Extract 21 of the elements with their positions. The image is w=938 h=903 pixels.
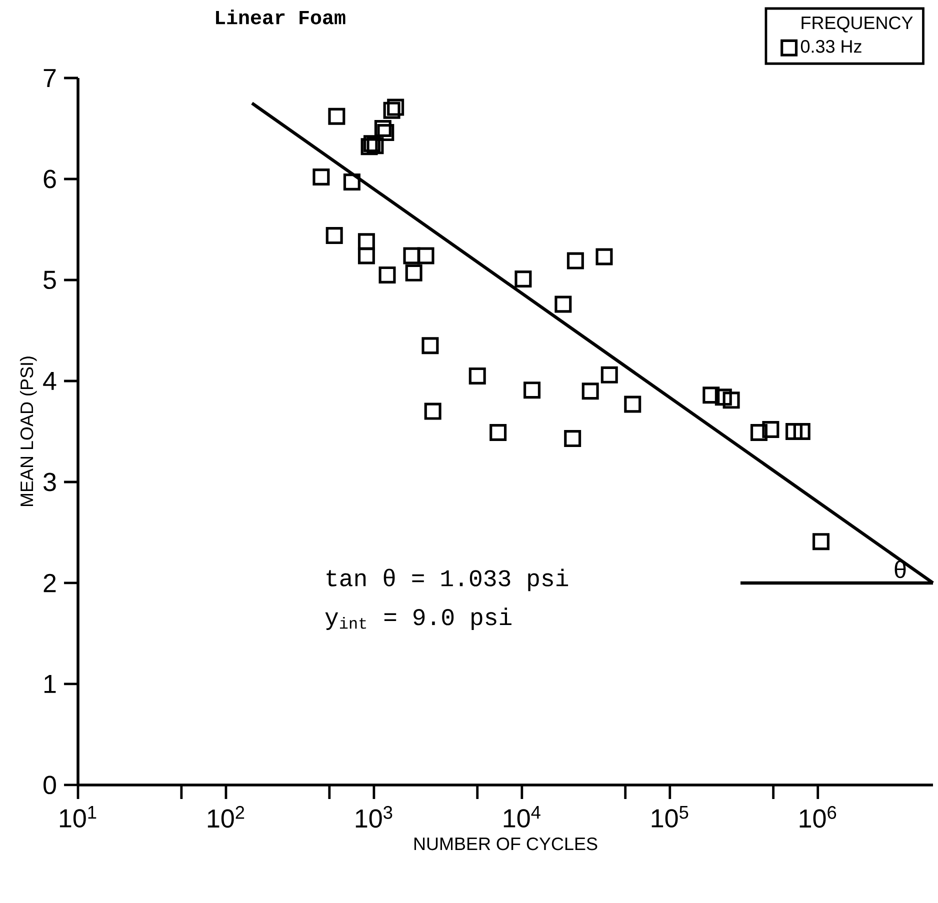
y-tick-label: 6 <box>44 170 56 188</box>
x-tick-label: 10$^{3}$ <box>356 806 392 828</box>
x-axis-title: NUMBER OF CYCLES <box>414 837 598 850</box>
y-tick-label: 5 <box>44 270 56 290</box>
legend-label: 0.33 Hz <box>800 40 862 53</box>
legend-title: FREQUENCY <box>802 16 913 32</box>
x-tick-label: 10$^{6}$ <box>800 806 836 828</box>
y-tick-label: 7 <box>44 69 56 87</box>
x-tick-label: 10$^{5}$ <box>652 806 688 828</box>
annotation: y$_{int}$ = 9.0 psi <box>325 608 512 630</box>
x-tick-label: 10$^{2}$ <box>208 806 244 828</box>
annotation: tan θ = 1.033 psi <box>326 568 568 592</box>
x-tick-label: 10$^{1}$ <box>60 806 96 828</box>
y-tick-label: 3 <box>44 472 56 492</box>
y-axis-title: MEAN LOAD (PSI) <box>20 356 37 506</box>
y-tick-label: 4 <box>43 372 56 390</box>
y-tick-label: 1 <box>44 675 56 693</box>
y-tick-label: 2 <box>44 574 56 592</box>
x-tick-label: 10$^{4}$ <box>504 806 540 828</box>
chart-title: Linear Foam <box>216 10 346 24</box>
y-tick-label: 0 <box>44 776 56 794</box>
